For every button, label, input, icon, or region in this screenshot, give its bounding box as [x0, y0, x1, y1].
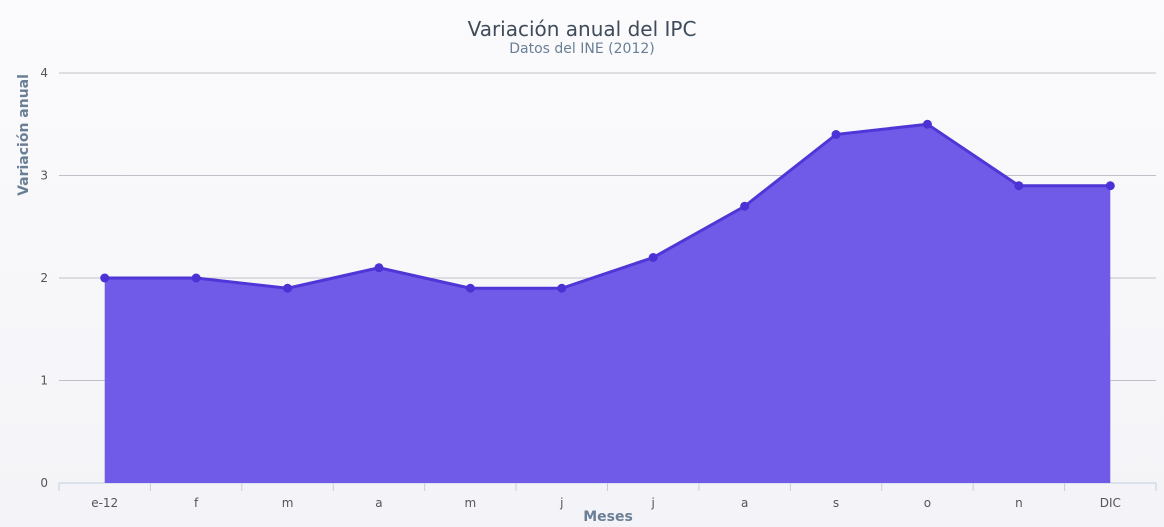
data-point-j[interactable]: [648, 253, 658, 262]
data-point-m[interactable]: [283, 283, 293, 293]
y-axis-title: Variación anual: [16, 74, 32, 196]
data-point-a[interactable]: [374, 263, 384, 273]
x-tick-label: m: [282, 496, 294, 510]
y-tick-label: 4: [40, 66, 48, 80]
x-tick-label: o: [924, 496, 931, 510]
x-tick-label: s: [833, 496, 839, 510]
chart-subtitle: Datos del INE (2012): [509, 41, 654, 57]
chart-title: Variación anual del IPC: [468, 17, 697, 41]
y-tick-label: 0: [40, 476, 48, 490]
x-tick-label: j: [559, 496, 563, 510]
y-tick-label: 3: [40, 169, 48, 183]
data-point-o[interactable]: [922, 119, 932, 129]
y-tick-label: 2: [40, 271, 48, 285]
data-point-e-12[interactable]: [100, 273, 110, 283]
data-point-s[interactable]: [831, 130, 841, 139]
data-point-a[interactable]: [740, 201, 750, 211]
x-tick-label: a: [375, 496, 382, 510]
data-point-f[interactable]: [191, 273, 201, 283]
series-area: [104, 124, 1111, 483]
x-tick-label: j: [651, 496, 655, 510]
y-tick-label: 1: [40, 374, 48, 388]
x-tick-label: f: [194, 496, 199, 510]
data-point-n[interactable]: [1014, 181, 1024, 191]
x-tick-label: n: [1015, 496, 1023, 510]
series-line: [104, 122, 1111, 290]
x-tick-label: m: [465, 496, 477, 510]
x-tick-label: e-12: [91, 496, 118, 510]
data-point-m[interactable]: [465, 283, 475, 293]
data-point-DIC[interactable]: [1105, 181, 1115, 191]
x-tick-label: DIC: [1100, 496, 1121, 510]
x-axis-title: Meses: [583, 509, 633, 525]
data-point-j[interactable]: [557, 283, 567, 293]
x-tick-label: a: [741, 496, 748, 510]
